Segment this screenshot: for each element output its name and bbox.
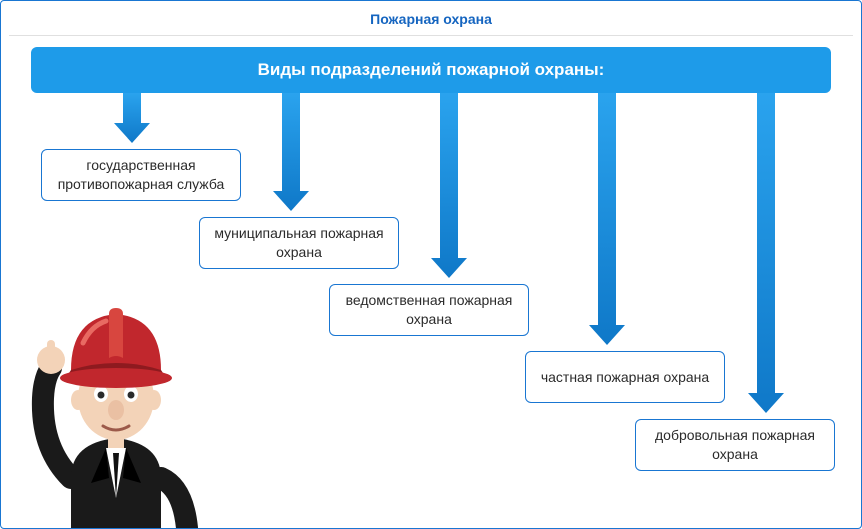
character-illustration (11, 248, 221, 528)
node-box-3: ведомственная пожарная охрана (329, 284, 529, 336)
title-divider (9, 35, 853, 36)
node-label: добровольная пожарная охрана (648, 426, 822, 464)
node-box-5: добровольная пожарная охрана (635, 419, 835, 471)
node-label: ведомственная пожарная охрана (342, 291, 516, 329)
node-box-2: муниципальная пожарная охрана (199, 217, 399, 269)
down-arrow-2 (273, 93, 309, 211)
header-bar: Виды подразделений пожарной охраны: (31, 47, 831, 93)
page-container: Пожарная охрана Виды подразделений пожар… (0, 0, 862, 529)
header-text: Виды подразделений пожарной охраны: (258, 60, 605, 80)
node-box-4: частная пожарная охрана (525, 351, 725, 403)
down-arrow-3 (431, 93, 467, 278)
down-arrow-1 (114, 93, 150, 143)
page-title: Пожарная охрана (1, 1, 861, 35)
node-box-1: государственная противопожарная служба (41, 149, 241, 201)
down-arrow-5 (748, 93, 784, 413)
node-label: муниципальная пожарная охрана (212, 224, 386, 262)
node-label: частная пожарная охрана (541, 368, 709, 387)
down-arrow-4 (589, 93, 625, 345)
node-label: государственная противопожарная служба (54, 156, 228, 194)
